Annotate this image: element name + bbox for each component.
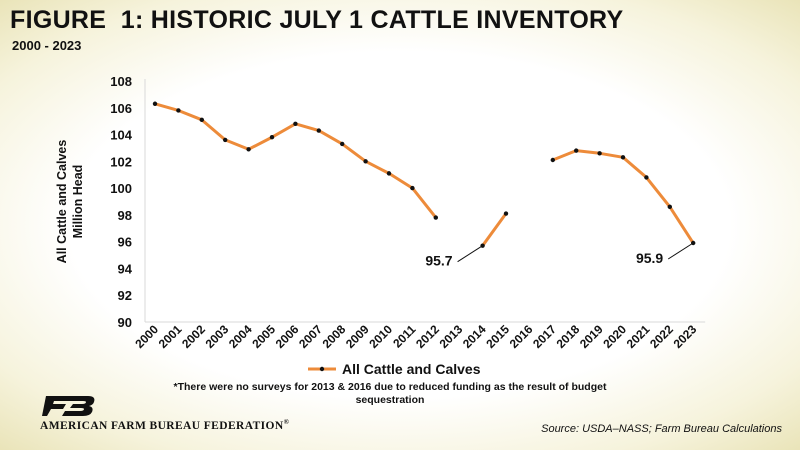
data-point [574, 148, 579, 153]
data-point [433, 215, 438, 220]
y-axis-label: All Cattle and Calves [55, 140, 69, 264]
x-tick-label: 2018 [554, 322, 583, 351]
x-tick-label: 2022 [647, 322, 676, 351]
x-tick-label: 2003 [203, 322, 232, 351]
x-tick-label: 2021 [624, 322, 653, 351]
org-name: AMERICAN FARM BUREAU FEDERATION® [40, 418, 290, 432]
data-point [269, 135, 275, 140]
fb-logo-icon [42, 394, 98, 423]
annotation-leader-line [667, 242, 694, 260]
x-tick-label: 2007 [296, 322, 325, 351]
x-tick-label: 2000 [132, 322, 161, 351]
x-tick-label: 2006 [273, 322, 302, 351]
data-point [199, 117, 204, 123]
data-point [667, 204, 672, 210]
x-tick-label: 2013 [437, 322, 466, 351]
data-point [223, 137, 228, 143]
data-point [550, 157, 555, 163]
y-tick-label: 92 [118, 288, 132, 303]
series-line-segment [481, 212, 508, 248]
x-tick-label: 2017 [530, 322, 559, 351]
data-point [340, 141, 345, 147]
x-tick-label: 2016 [507, 322, 536, 351]
chart-subtitle: 2000 - 2023 [12, 38, 82, 53]
data-label: 95.9 [636, 250, 663, 266]
x-tick-label: 2011 [390, 322, 419, 351]
x-tick-label: 2009 [343, 322, 372, 351]
legend-label: All Cattle and Calves [342, 361, 481, 377]
annotation-leader-line [457, 245, 483, 263]
x-tick-label: 2014 [460, 322, 489, 351]
x-tick-label: 2012 [413, 322, 442, 351]
x-tick-label: 2019 [577, 322, 606, 351]
series-line-segment [551, 149, 695, 245]
y-tick-label: 102 [110, 154, 132, 169]
y-tick-label: 100 [110, 181, 132, 196]
y-tick-label: 96 [118, 235, 132, 250]
series-line-segment [153, 102, 438, 220]
legend-marker [319, 366, 325, 372]
y-axis-label: Million Head [71, 165, 85, 239]
x-tick-label: 2004 [226, 322, 255, 351]
y-tick-label: 106 [110, 101, 132, 116]
x-tick-label: 2020 [600, 322, 629, 351]
chart-footnote: *There were no surveys for 2013 & 2016 d… [173, 381, 607, 406]
x-tick-label: 2001 [156, 322, 185, 351]
x-tick-label: 2002 [179, 322, 208, 351]
x-tick-label: 2010 [366, 322, 395, 351]
data-point [363, 159, 368, 164]
data-point [503, 211, 509, 216]
data-point [620, 155, 626, 160]
data-point [597, 151, 602, 156]
data-point [293, 121, 298, 127]
y-tick-label: 98 [118, 208, 132, 223]
data-point [176, 108, 181, 113]
data-point [152, 101, 158, 106]
chart-source: Source: USDA–NASS; Farm Bureau Calculati… [541, 423, 782, 435]
data-point [386, 171, 392, 176]
data-label: 95.7 [425, 253, 452, 269]
data-point [644, 175, 649, 180]
y-tick-label: 94 [118, 261, 133, 276]
x-tick-label: 2008 [320, 322, 349, 351]
x-tick-label: 2023 [671, 322, 700, 351]
y-tick-label: 90 [118, 315, 132, 330]
data-point [246, 147, 251, 152]
y-tick-label: 108 [110, 74, 132, 89]
data-point [410, 185, 415, 191]
y-tick-label: 104 [110, 128, 132, 143]
x-tick-label: 2015 [483, 322, 512, 351]
data-point [316, 128, 321, 133]
chart-title: FIGURE 1: HISTORIC JULY 1 CATTLE INVENTO… [10, 6, 624, 34]
x-tick-label: 2005 [249, 322, 278, 351]
